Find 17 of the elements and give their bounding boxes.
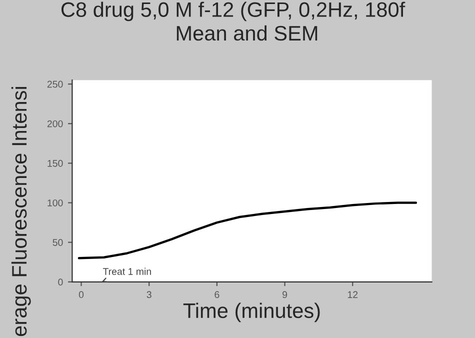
chart-subtitle: Mean and SEM: [176, 25, 318, 41]
y-tick-label: 50: [52, 239, 63, 246]
annotation: Treat 1 min: [102, 268, 151, 275]
x-tick-label: 6: [214, 291, 220, 298]
x-tick-label: 12: [348, 291, 358, 298]
y-tick-label: 150: [48, 160, 63, 167]
y-tick-label: 100: [48, 199, 63, 206]
y-tick-label: 250: [47, 80, 63, 88]
y-tick-label: 200: [47, 120, 63, 128]
x-tick-label: 3: [146, 291, 152, 298]
chart-title: C8 drug 5,0 M f-12 (GFP, 0,2Hz, 180f: [61, 2, 406, 22]
x-tick-label: 0: [78, 291, 84, 298]
y-axis-title: erage Fluorescence Intensi: [11, 87, 31, 336]
line-series: [78, 202, 418, 260]
y-tick-label: 0: [58, 278, 63, 286]
x-axis-title: Time (minutes): [183, 302, 320, 322]
x-tick-label: 9: [282, 291, 288, 298]
